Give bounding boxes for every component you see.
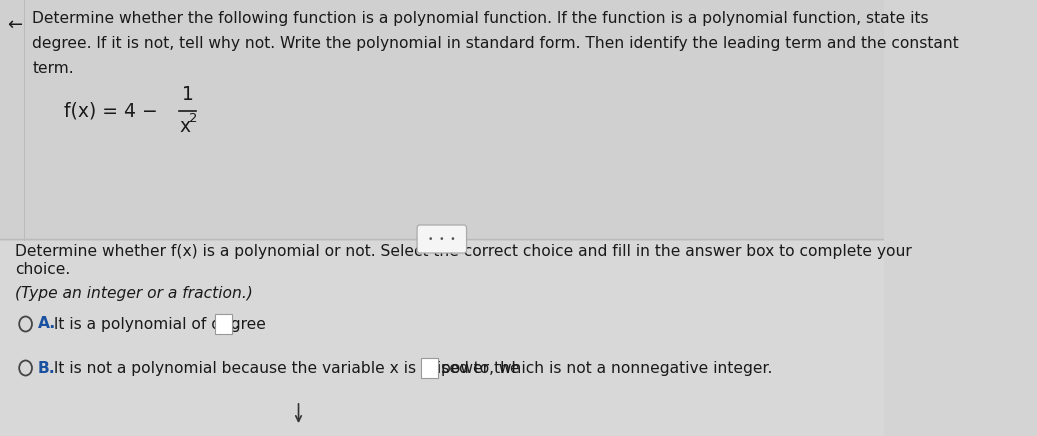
Text: ←: ← bbox=[7, 16, 22, 34]
Text: A.: A. bbox=[37, 317, 56, 331]
Text: 2: 2 bbox=[190, 112, 198, 125]
Text: Determine whether the following function is a polynomial function. If the functi: Determine whether the following function… bbox=[32, 11, 929, 26]
FancyBboxPatch shape bbox=[215, 314, 232, 334]
Text: B.: B. bbox=[37, 361, 55, 375]
Text: 1: 1 bbox=[181, 85, 194, 105]
Text: Determine whether f(x) is a polynomial or not. Select the correct choice and fil: Determine whether f(x) is a polynomial o… bbox=[16, 244, 913, 259]
FancyBboxPatch shape bbox=[421, 358, 439, 378]
Text: term.: term. bbox=[32, 61, 74, 76]
Text: x: x bbox=[179, 117, 191, 136]
Bar bbox=[0, 241, 885, 436]
Text: It is a polynomial of degree: It is a polynomial of degree bbox=[49, 317, 265, 331]
Text: choice.: choice. bbox=[16, 262, 71, 277]
Text: .: . bbox=[234, 317, 240, 331]
Text: It is not a polynomial because the variable x is raised to the: It is not a polynomial because the varia… bbox=[49, 361, 520, 375]
Text: •  •  •: • • • bbox=[428, 235, 455, 243]
Text: power, which is not a nonnegative integer.: power, which is not a nonnegative intege… bbox=[441, 361, 773, 375]
FancyBboxPatch shape bbox=[417, 225, 467, 253]
Text: degree. If it is not, tell why not. Write the polynomial in standard form. Then : degree. If it is not, tell why not. Writ… bbox=[32, 36, 959, 51]
Bar bbox=[0, 0, 885, 241]
Text: (Type an integer or a fraction.): (Type an integer or a fraction.) bbox=[16, 286, 253, 301]
Text: f(x) = 4 −: f(x) = 4 − bbox=[64, 102, 158, 120]
